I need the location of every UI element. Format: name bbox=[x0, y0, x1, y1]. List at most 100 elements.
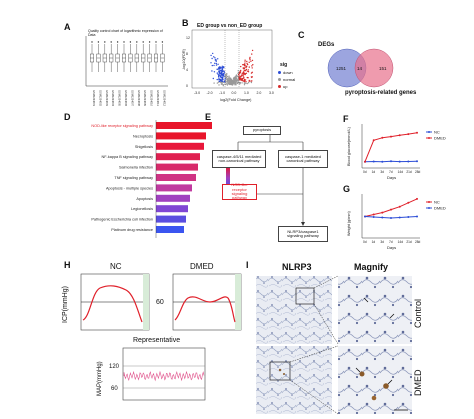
h-nc-trace bbox=[82, 285, 143, 323]
panel-label-g: G bbox=[343, 184, 351, 194]
nc-point bbox=[398, 205, 401, 208]
panel-label-f: F bbox=[343, 114, 349, 124]
day-tick: 1d bbox=[372, 170, 376, 174]
venn-circle-pyroptosis bbox=[354, 48, 394, 88]
boxplot-sample-label: GSM1234002 bbox=[98, 90, 102, 107]
nc-line bbox=[364, 198, 418, 217]
panel-label-b: B bbox=[182, 18, 189, 28]
nc-point bbox=[407, 160, 410, 163]
day-tick: 7d bbox=[389, 170, 393, 174]
i-col1-title: NLRP3 bbox=[282, 262, 312, 272]
i-dmed-magnify-image bbox=[338, 346, 412, 414]
dmed-point bbox=[372, 216, 375, 218]
boxplot-sample-label: GSM1234001 bbox=[92, 90, 96, 107]
day-tick: 7d bbox=[389, 240, 393, 244]
venn-overlap-count: 14 bbox=[357, 66, 363, 71]
day-tick: 3d bbox=[380, 240, 384, 244]
panel-b-volcano: -3.0 -2.0 -1.0 0.0 1.0 2.0 3.0 0 4 8 12 log2(Fold C… bbox=[182, 29, 274, 102]
nc-point bbox=[372, 160, 375, 163]
dmed-point bbox=[381, 136, 384, 139]
pathway-label: Necroptosis bbox=[133, 134, 153, 138]
pathway-label: Apoptosis - multiple species bbox=[106, 186, 153, 190]
panel-i-ihc bbox=[256, 275, 412, 415]
boxplot-sample-label: GSM1234005 bbox=[118, 90, 122, 107]
map-trace bbox=[123, 370, 205, 382]
dmed-point bbox=[381, 216, 384, 219]
nc-point bbox=[372, 213, 375, 216]
volcano-legend-item: down bbox=[278, 70, 295, 75]
pathway-label: Pathogenic Escherichia coli infection bbox=[91, 218, 153, 222]
dmed-point bbox=[407, 216, 410, 218]
flow-box-canonical: caspase-1 mediated canonical pathway bbox=[278, 150, 328, 168]
pathway-label: TNF signaling pathway bbox=[114, 176, 153, 180]
day-tick: 0d bbox=[363, 240, 367, 244]
pathway-bar bbox=[156, 132, 206, 140]
line-xlabel: Days bbox=[387, 175, 396, 180]
nc-point bbox=[407, 201, 410, 204]
day-tick: 3d bbox=[380, 170, 384, 174]
panel-h-map-trace: 120 60 bbox=[109, 347, 206, 401]
panel-label-a: A bbox=[64, 22, 71, 32]
line-legend-label: DMED bbox=[434, 206, 446, 211]
line-xlabel: Days bbox=[387, 245, 396, 250]
dmed-point bbox=[398, 216, 401, 219]
i-control-nlrp3-image bbox=[256, 276, 332, 344]
dmed-point bbox=[390, 135, 392, 138]
h-map-tick-lo: 60 bbox=[111, 386, 118, 392]
volcano-xtick: -3.0 bbox=[194, 91, 200, 95]
pathway-bar bbox=[156, 122, 212, 129]
h-dmed-trace bbox=[174, 296, 236, 323]
dmed-point bbox=[372, 139, 375, 142]
dmed-point bbox=[407, 133, 410, 136]
volcano-xtick: 2.0 bbox=[257, 91, 262, 95]
panel-a-title: Quality control chart of logarithmic exp… bbox=[88, 29, 163, 37]
panel-c-venn: 1251 14 151 bbox=[327, 48, 394, 88]
panel-a-boxplot: GSM1234001 GSM1234002 GSM1234003 GSM1234004… bbox=[85, 36, 168, 107]
boxplot-sample-label: GSM1234004 bbox=[111, 90, 115, 107]
boxplot-sample-label: GSM1234010 bbox=[150, 90, 154, 107]
nc-point bbox=[390, 160, 392, 163]
line-legend-label: DMED bbox=[434, 136, 446, 141]
day-tick: 0d bbox=[363, 170, 367, 174]
nc-point bbox=[398, 160, 401, 163]
volcano-xlabel: log2(Fold Change) bbox=[220, 98, 252, 102]
volcano-xtick: 0.0 bbox=[232, 91, 237, 95]
pathway-bar bbox=[156, 153, 200, 161]
venn-set1-label: DEGs bbox=[318, 42, 335, 48]
boxplot-sample-label: GSM1234009 bbox=[143, 90, 147, 107]
volcano-ytick: 4 bbox=[186, 68, 188, 72]
i-control-magnify-image bbox=[338, 276, 412, 344]
boxplot-sample-label: GSM1234003 bbox=[105, 90, 109, 107]
pathway-label: Platinum drug resistance bbox=[111, 228, 153, 232]
day-tick: 14d bbox=[398, 240, 404, 244]
volcano-xtick: 3.0 bbox=[269, 91, 274, 95]
boxplot-sample-label: GSM1234006 bbox=[124, 90, 128, 107]
volcano-ylabel: -log10(FDR) bbox=[182, 48, 186, 70]
h-map-tick-hi: 120 bbox=[109, 364, 120, 370]
volcano-legend-item: up bbox=[278, 84, 295, 89]
nc-point bbox=[381, 160, 384, 163]
flow-box-nlrp3: NLRP3/caspase1 signaling pathway bbox=[278, 226, 328, 242]
h-rep-title: Representative bbox=[133, 337, 181, 344]
dmed-point bbox=[390, 217, 392, 219]
pathway-bar bbox=[156, 205, 188, 213]
boxplot-sample-label: GSM1234008 bbox=[137, 90, 141, 107]
flow-box-noncanonical: caspase-4/5/11 mediated non-canonical pa… bbox=[212, 150, 266, 168]
nc-point bbox=[390, 208, 392, 211]
panel-label-c: C bbox=[298, 30, 305, 40]
panel-b-legend-title: sig bbox=[280, 62, 288, 68]
boxplot-sample-label: GSM1234012 bbox=[162, 90, 166, 107]
day-tick: 28d bbox=[415, 170, 421, 174]
panel-b-legend: down normal up bbox=[278, 70, 295, 91]
flow-box-nod: NOD-like receptor signaling pathway bbox=[222, 183, 257, 200]
volcano-legend-item: normal bbox=[278, 77, 295, 82]
i-dmed-nlrp3-image bbox=[256, 346, 332, 414]
volcano-xtick: 1.0 bbox=[244, 91, 249, 95]
panel-label-h: H bbox=[64, 260, 71, 270]
pathway-bar bbox=[156, 215, 186, 223]
pathway-label: Legionellosis bbox=[131, 207, 153, 211]
line-legend-label: NC bbox=[434, 200, 440, 205]
nc-point bbox=[416, 160, 418, 163]
day-tick: 28d bbox=[415, 240, 421, 244]
